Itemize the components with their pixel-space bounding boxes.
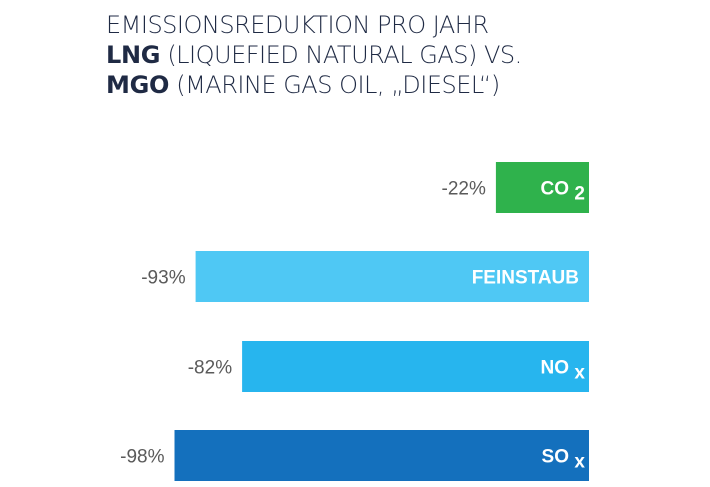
title-line-2: LNG (LIQUEFIED NATURAL GAS) VS.	[106, 40, 686, 70]
value-label-feinstaub: -93%	[141, 268, 185, 289]
bar-feinstaub	[195, 251, 589, 302]
title-line-3: MGO (MARINE GAS OIL, „DIESEL“)	[106, 70, 686, 100]
category-label-nox: NO	[541, 358, 570, 379]
title-line-1: EMISSIONSREDUKTION PRO JAHR	[106, 10, 686, 40]
category-label-feinstaub: FEINSTAUB	[472, 268, 579, 289]
bar-nox	[242, 341, 589, 392]
chart-title: EMISSIONSREDUKTION PRO JAHR LNG (LIQUEFI…	[106, 10, 686, 100]
value-label-sox: -98%	[120, 447, 164, 468]
category-subscript-nox: x	[574, 363, 585, 384]
category-subscript-sox: x	[574, 452, 585, 473]
bar-sox	[174, 430, 589, 481]
value-label-nox: -82%	[188, 358, 232, 379]
category-label-sox: SO	[542, 447, 569, 468]
title-mgo: MGO	[106, 71, 170, 99]
value-label-co2: -22%	[442, 179, 486, 200]
category-subscript-co2: 2	[574, 184, 585, 205]
title-lng-description: (LIQUEFIED NATURAL GAS) VS.	[160, 41, 522, 69]
category-label-co2: CO	[541, 179, 570, 200]
bar-co2	[495, 162, 589, 213]
title-lng: LNG	[106, 41, 161, 69]
title-line-1-text: EMISSIONSREDUKTION PRO JAHR	[106, 11, 489, 39]
title-mgo-description: (MARINE GAS OIL, „DIESEL“)	[169, 71, 500, 99]
